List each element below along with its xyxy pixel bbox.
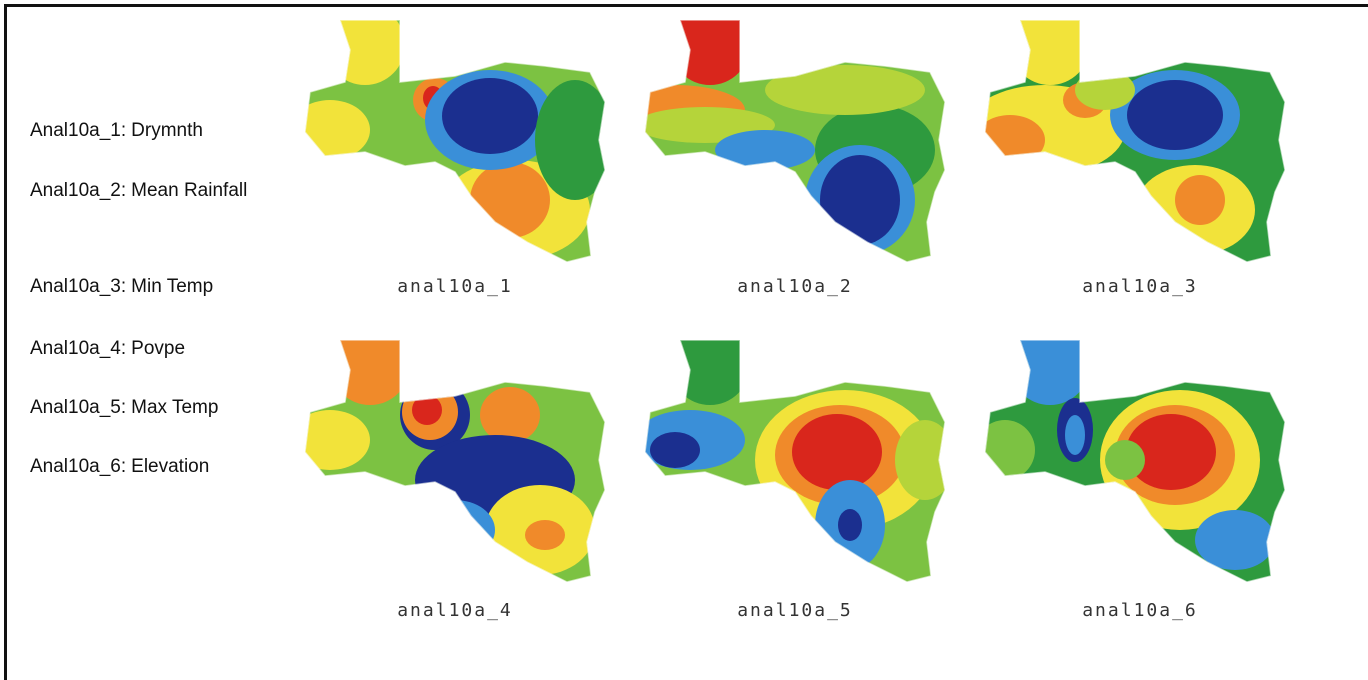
contour-zone: [1010, 325, 1090, 405]
figure: Anal10a_1:Drymnth Anal10a_2:Mean Rainfal…: [0, 0, 1368, 680]
contour-zone: [442, 78, 538, 154]
map: [635, 325, 955, 585]
legend-text: Elevation: [131, 456, 251, 478]
legend-key: Anal10a_4:: [30, 338, 126, 360]
legend-item: Anal10a_5:Max Temp: [30, 397, 251, 419]
contour-zone: [1105, 440, 1145, 480]
legend-key: Anal10a_5:: [30, 397, 126, 419]
contour-zone: [1065, 415, 1085, 455]
legend-key: Anal10a_6:: [30, 456, 126, 478]
map-surface: [290, 5, 615, 265]
map-caption: anal10a_1: [305, 276, 605, 297]
contour-zone: [525, 520, 565, 550]
contour-zone: [895, 420, 955, 500]
legend-key: Anal10a_3:: [30, 276, 126, 298]
contour-zone: [330, 325, 410, 405]
contour-zone: [290, 100, 370, 160]
map-surface: [635, 325, 955, 585]
map: [605, 5, 945, 265]
contour-zone: [290, 410, 370, 470]
contour-zone: [1075, 70, 1135, 110]
legend-item: Anal10a_1:Drymnth: [30, 120, 251, 142]
contour-zone: [975, 420, 1035, 480]
legend-key: Anal10a_2:: [30, 180, 126, 202]
legend-item: Anal10a_4:Povpe: [30, 338, 251, 360]
contour-zone: [765, 65, 925, 115]
contour-zone: [1195, 510, 1275, 570]
legend-item: Anal10a_6:Elevation: [30, 456, 251, 478]
contour-zone: [1175, 175, 1225, 225]
legend-key: Anal10a_1:: [30, 120, 126, 142]
map-caption: anal10a_3: [990, 276, 1290, 297]
contour-zone: [792, 414, 882, 490]
contour-zone: [838, 509, 862, 541]
contour-zone: [1127, 80, 1223, 150]
legend-text: Drymnth: [131, 120, 251, 142]
map-caption: anal10a_5: [645, 600, 945, 621]
contour-zone: [1010, 5, 1090, 85]
map-caption: anal10a_2: [645, 276, 945, 297]
contour-zone: [650, 432, 700, 468]
legend-text: Mean Rainfall: [131, 180, 251, 202]
map-surface: [290, 325, 605, 585]
map-caption: anal10a_6: [990, 600, 1290, 621]
map: [290, 325, 605, 585]
legend-text: Min Temp: [131, 276, 251, 298]
map: [975, 325, 1285, 585]
map-caption: anal10a_4: [305, 600, 605, 621]
contour-zone: [325, 5, 405, 85]
map-surface: [975, 325, 1285, 585]
legend-text: Povpe: [131, 338, 251, 360]
contour-zone: [670, 325, 750, 405]
contour-zone: [670, 5, 750, 85]
contour-zone: [470, 162, 550, 238]
contour-zone: [820, 155, 900, 245]
legend-item: Anal10a_3:Min Temp: [30, 276, 251, 298]
map: [965, 5, 1285, 265]
map: [290, 5, 615, 265]
map-surface: [605, 5, 945, 265]
legend-text: Max Temp: [131, 397, 251, 419]
contour-zone: [480, 387, 540, 443]
legend-item: Anal10a_2:Mean Rainfall: [30, 180, 251, 202]
map-surface: [965, 5, 1285, 265]
